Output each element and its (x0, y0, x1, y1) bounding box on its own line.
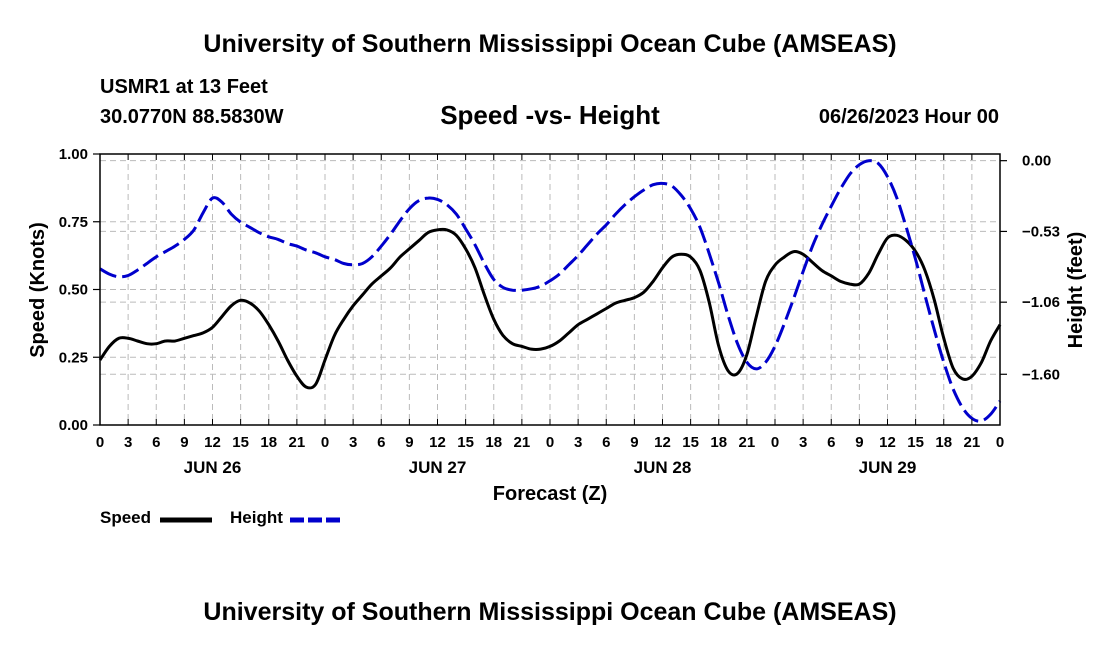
x-tick-label: 12 (879, 434, 896, 451)
legend-speed-label: Speed (100, 508, 152, 527)
day-label: JUN 27 (409, 458, 467, 477)
x-tick-label: 0 (771, 434, 779, 451)
x-tick-label: 0 (996, 434, 1004, 451)
x-tick-label: 9 (630, 434, 638, 451)
series-layer (98, 159, 1002, 423)
x-tick-label: 15 (457, 434, 474, 451)
chart-title: University of Southern Mississippi Ocean… (203, 30, 897, 58)
x-tick-label: 12 (204, 434, 221, 451)
y2-tick-label: 0.00 (1022, 153, 1051, 170)
x-tick-label: 15 (682, 434, 699, 451)
station-label: USMR1 at 13 Feet (100, 76, 268, 98)
x-tick-label: 3 (124, 434, 132, 451)
x-tick-label: 9 (180, 434, 188, 451)
day-label: JUN 28 (634, 458, 692, 477)
legend-speed-swatch (160, 517, 212, 523)
y2-tick-label: −1.60 (1022, 366, 1060, 383)
day-label: JUN 29 (859, 458, 917, 477)
y-axis-label: Speed (Knots) (27, 222, 49, 358)
axes: 0 3 6 9 12 15 18 21 0 3 6 9 12 15 18 21 0 3 6 9 12 15 18 21 0 3 6 9… (59, 146, 1060, 477)
series-line-speed (98, 227, 1002, 390)
x-tick-label: 3 (799, 434, 807, 451)
x-tick-label: 21 (739, 434, 756, 451)
x-tick-label: 6 (377, 434, 385, 451)
chart-subtitle: Speed -vs- Height (440, 100, 660, 130)
x-tick-label: 3 (574, 434, 582, 451)
coordinates-label: 30.0770N 88.5830W (100, 106, 284, 128)
x-tick-label: 21 (289, 434, 306, 451)
x-tick-label: 0 (321, 434, 329, 451)
x-tick-label: 6 (152, 434, 160, 451)
y2-tick-label: −0.53 (1022, 223, 1060, 240)
x-tick-label: 21 (514, 434, 531, 451)
y-tick-label: 0.25 (59, 349, 88, 366)
y2-tick-label: −1.06 (1022, 294, 1060, 311)
y-tick-label: 0.75 (59, 214, 88, 231)
x-tick-label: 18 (485, 434, 502, 451)
x-tick-label: 15 (232, 434, 249, 451)
footer-title: University of Southern Mississippi Ocean… (203, 598, 897, 626)
x-tick-label: 6 (602, 434, 610, 451)
y2-axis-label: Height (feet) (1065, 232, 1087, 349)
x-tick-label: 21 (964, 434, 981, 451)
forecast-datetime: 06/26/2023 Hour 00 (818, 106, 999, 128)
x-tick-label: 18 (260, 434, 277, 451)
y-tick-label: 1.00 (59, 146, 88, 163)
x-tick-label: 18 (935, 434, 952, 451)
day-label: JUN 26 (184, 458, 242, 477)
x-tick-label: 9 (855, 434, 863, 451)
x-tick-label: 0 (96, 434, 104, 451)
x-tick-label: 0 (546, 434, 554, 451)
x-tick-label: 6 (827, 434, 835, 451)
x-tick-label: 3 (349, 434, 357, 451)
legend-height-label: Height (230, 508, 283, 527)
x-axis-label: Forecast (Z) (493, 483, 607, 505)
series-line-height (99, 159, 1002, 423)
y-tick-label: 0.50 (59, 282, 88, 299)
x-tick-label: 12 (429, 434, 446, 451)
x-tick-label: 18 (710, 434, 727, 451)
x-tick-label: 12 (654, 434, 671, 451)
y-tick-label: 0.00 (59, 417, 88, 434)
grid (100, 154, 1000, 425)
x-tick-label: 9 (405, 434, 413, 451)
x-tick-label: 15 (907, 434, 924, 451)
legend-height-swatch (290, 517, 342, 523)
